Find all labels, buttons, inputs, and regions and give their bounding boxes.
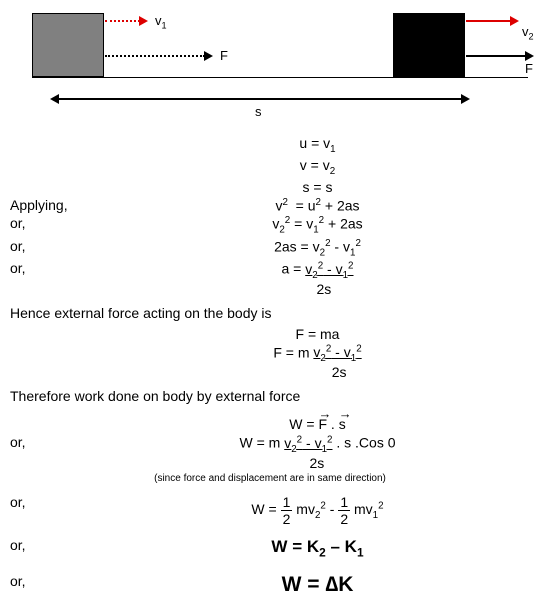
F-right-arrow-head bbox=[525, 51, 534, 61]
F-right-label: F bbox=[525, 61, 533, 76]
or-label: or, bbox=[10, 215, 105, 231]
F-right-arrow bbox=[466, 55, 526, 57]
eq-v-v2: v = v2 bbox=[300, 157, 335, 177]
or-label: or, bbox=[10, 537, 105, 553]
eq-a-frac: a = v22 - v12 2s bbox=[281, 260, 353, 296]
eq-W-deltaK: W = ∆K bbox=[282, 573, 354, 597]
s-arrow-line bbox=[59, 98, 461, 100]
or-label: or, bbox=[10, 573, 105, 589]
physics-diagram: v1 F v2 F s bbox=[10, 10, 530, 125]
v1-label: v1 bbox=[155, 13, 167, 31]
F-left-arrow bbox=[105, 55, 205, 57]
eq-F-ma: F = ma bbox=[296, 326, 340, 342]
eq-W-Fs-vec: W = →F . →s bbox=[289, 416, 345, 432]
or-label: or, bbox=[10, 238, 105, 254]
s-arrow-left-head bbox=[50, 94, 59, 104]
v2-arrow bbox=[466, 20, 511, 22]
v2-label: v2 bbox=[522, 24, 534, 42]
or-label: or, bbox=[10, 494, 105, 510]
applying-label: Applying, bbox=[10, 197, 105, 213]
eq-W-full: W = m v22 - v12 . s .Cos 0 2s bbox=[239, 434, 395, 470]
or-label: or, bbox=[10, 434, 105, 450]
F-left-arrow-head bbox=[204, 51, 213, 61]
eq-v2-u2-2as: v2 = u2 + 2as bbox=[275, 197, 359, 214]
F-left-label: F bbox=[220, 48, 228, 63]
therefore-heading: Therefore work done on body by external … bbox=[10, 388, 530, 404]
eq-v22-v12-2as: v22 = v12 + 2as bbox=[272, 215, 362, 235]
direction-note: (since force and displacement are in sam… bbox=[10, 473, 530, 484]
v2-arrow-head bbox=[510, 16, 519, 26]
eq-F-full: F = m v22 - v12 2s bbox=[273, 344, 361, 380]
initial-block bbox=[32, 13, 104, 77]
hence-heading: Hence external force acting on the body … bbox=[10, 305, 530, 321]
eq-2as-diff: 2as = v22 - v12 bbox=[274, 238, 361, 258]
eq-u-v1: u = v1 bbox=[299, 135, 335, 155]
s-label: s bbox=[255, 104, 262, 119]
or-label: or, bbox=[10, 260, 105, 276]
ground-line bbox=[32, 77, 528, 78]
eq-W-half-mv2: W = 12 mv22 - 12 mv12 bbox=[251, 494, 383, 527]
v1-arrow-head bbox=[139, 16, 148, 26]
eq-s-s: s = s bbox=[303, 179, 333, 195]
s-arrow-right-head bbox=[461, 94, 470, 104]
final-block bbox=[393, 13, 465, 77]
v1-arrow bbox=[105, 20, 140, 22]
eq-W-K2-K1: W = K2 – K1 bbox=[271, 537, 363, 559]
